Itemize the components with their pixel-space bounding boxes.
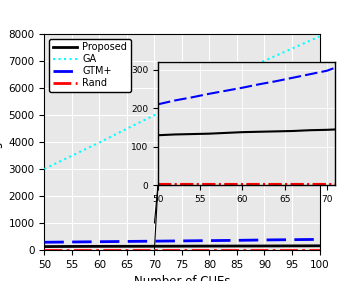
Rand xyxy=(207,248,212,251)
Rand xyxy=(180,248,184,251)
Proposed xyxy=(317,244,322,248)
GTM+ xyxy=(42,241,47,244)
GTM+ xyxy=(70,240,74,244)
GA xyxy=(180,100,184,103)
X-axis label: Number of CUEs: Number of CUEs xyxy=(134,275,230,281)
GA xyxy=(152,114,157,117)
Proposed xyxy=(152,244,157,248)
Proposed xyxy=(42,245,47,248)
Proposed xyxy=(290,244,294,248)
GTM+ xyxy=(235,239,239,242)
Proposed xyxy=(207,244,212,248)
GTM+ xyxy=(125,240,129,243)
Rand xyxy=(42,248,47,251)
GA xyxy=(207,86,212,90)
GA xyxy=(97,141,102,144)
Rand xyxy=(70,248,74,251)
Rand xyxy=(152,248,157,251)
Line: GA: GA xyxy=(44,37,320,169)
GTM+ xyxy=(317,238,322,241)
Proposed xyxy=(125,245,129,248)
Rand xyxy=(262,248,267,251)
GTM+ xyxy=(290,238,294,241)
GA xyxy=(290,47,294,50)
Proposed xyxy=(97,245,102,248)
Rand xyxy=(125,248,129,251)
Line: GTM+: GTM+ xyxy=(44,239,320,242)
GTM+ xyxy=(97,240,102,243)
Proposed xyxy=(235,244,239,248)
GTM+ xyxy=(152,239,157,243)
GA xyxy=(125,127,129,130)
Rand xyxy=(97,248,102,251)
Rand xyxy=(235,248,239,251)
GA xyxy=(317,35,322,38)
GTM+ xyxy=(262,238,267,242)
Rand xyxy=(317,248,322,251)
Rand xyxy=(290,248,294,251)
GA xyxy=(235,72,239,76)
GA xyxy=(42,167,47,171)
Legend: Proposed, GA, GTM+, Rand: Proposed, GA, GTM+, Rand xyxy=(49,38,131,92)
GTM+ xyxy=(207,239,212,242)
GA xyxy=(262,59,267,62)
Y-axis label: Processing time (ms): Processing time (ms) xyxy=(0,80,3,204)
GA xyxy=(70,154,74,157)
Proposed xyxy=(262,244,267,248)
Proposed xyxy=(70,245,74,248)
GTM+ xyxy=(180,239,184,243)
Proposed xyxy=(180,244,184,248)
